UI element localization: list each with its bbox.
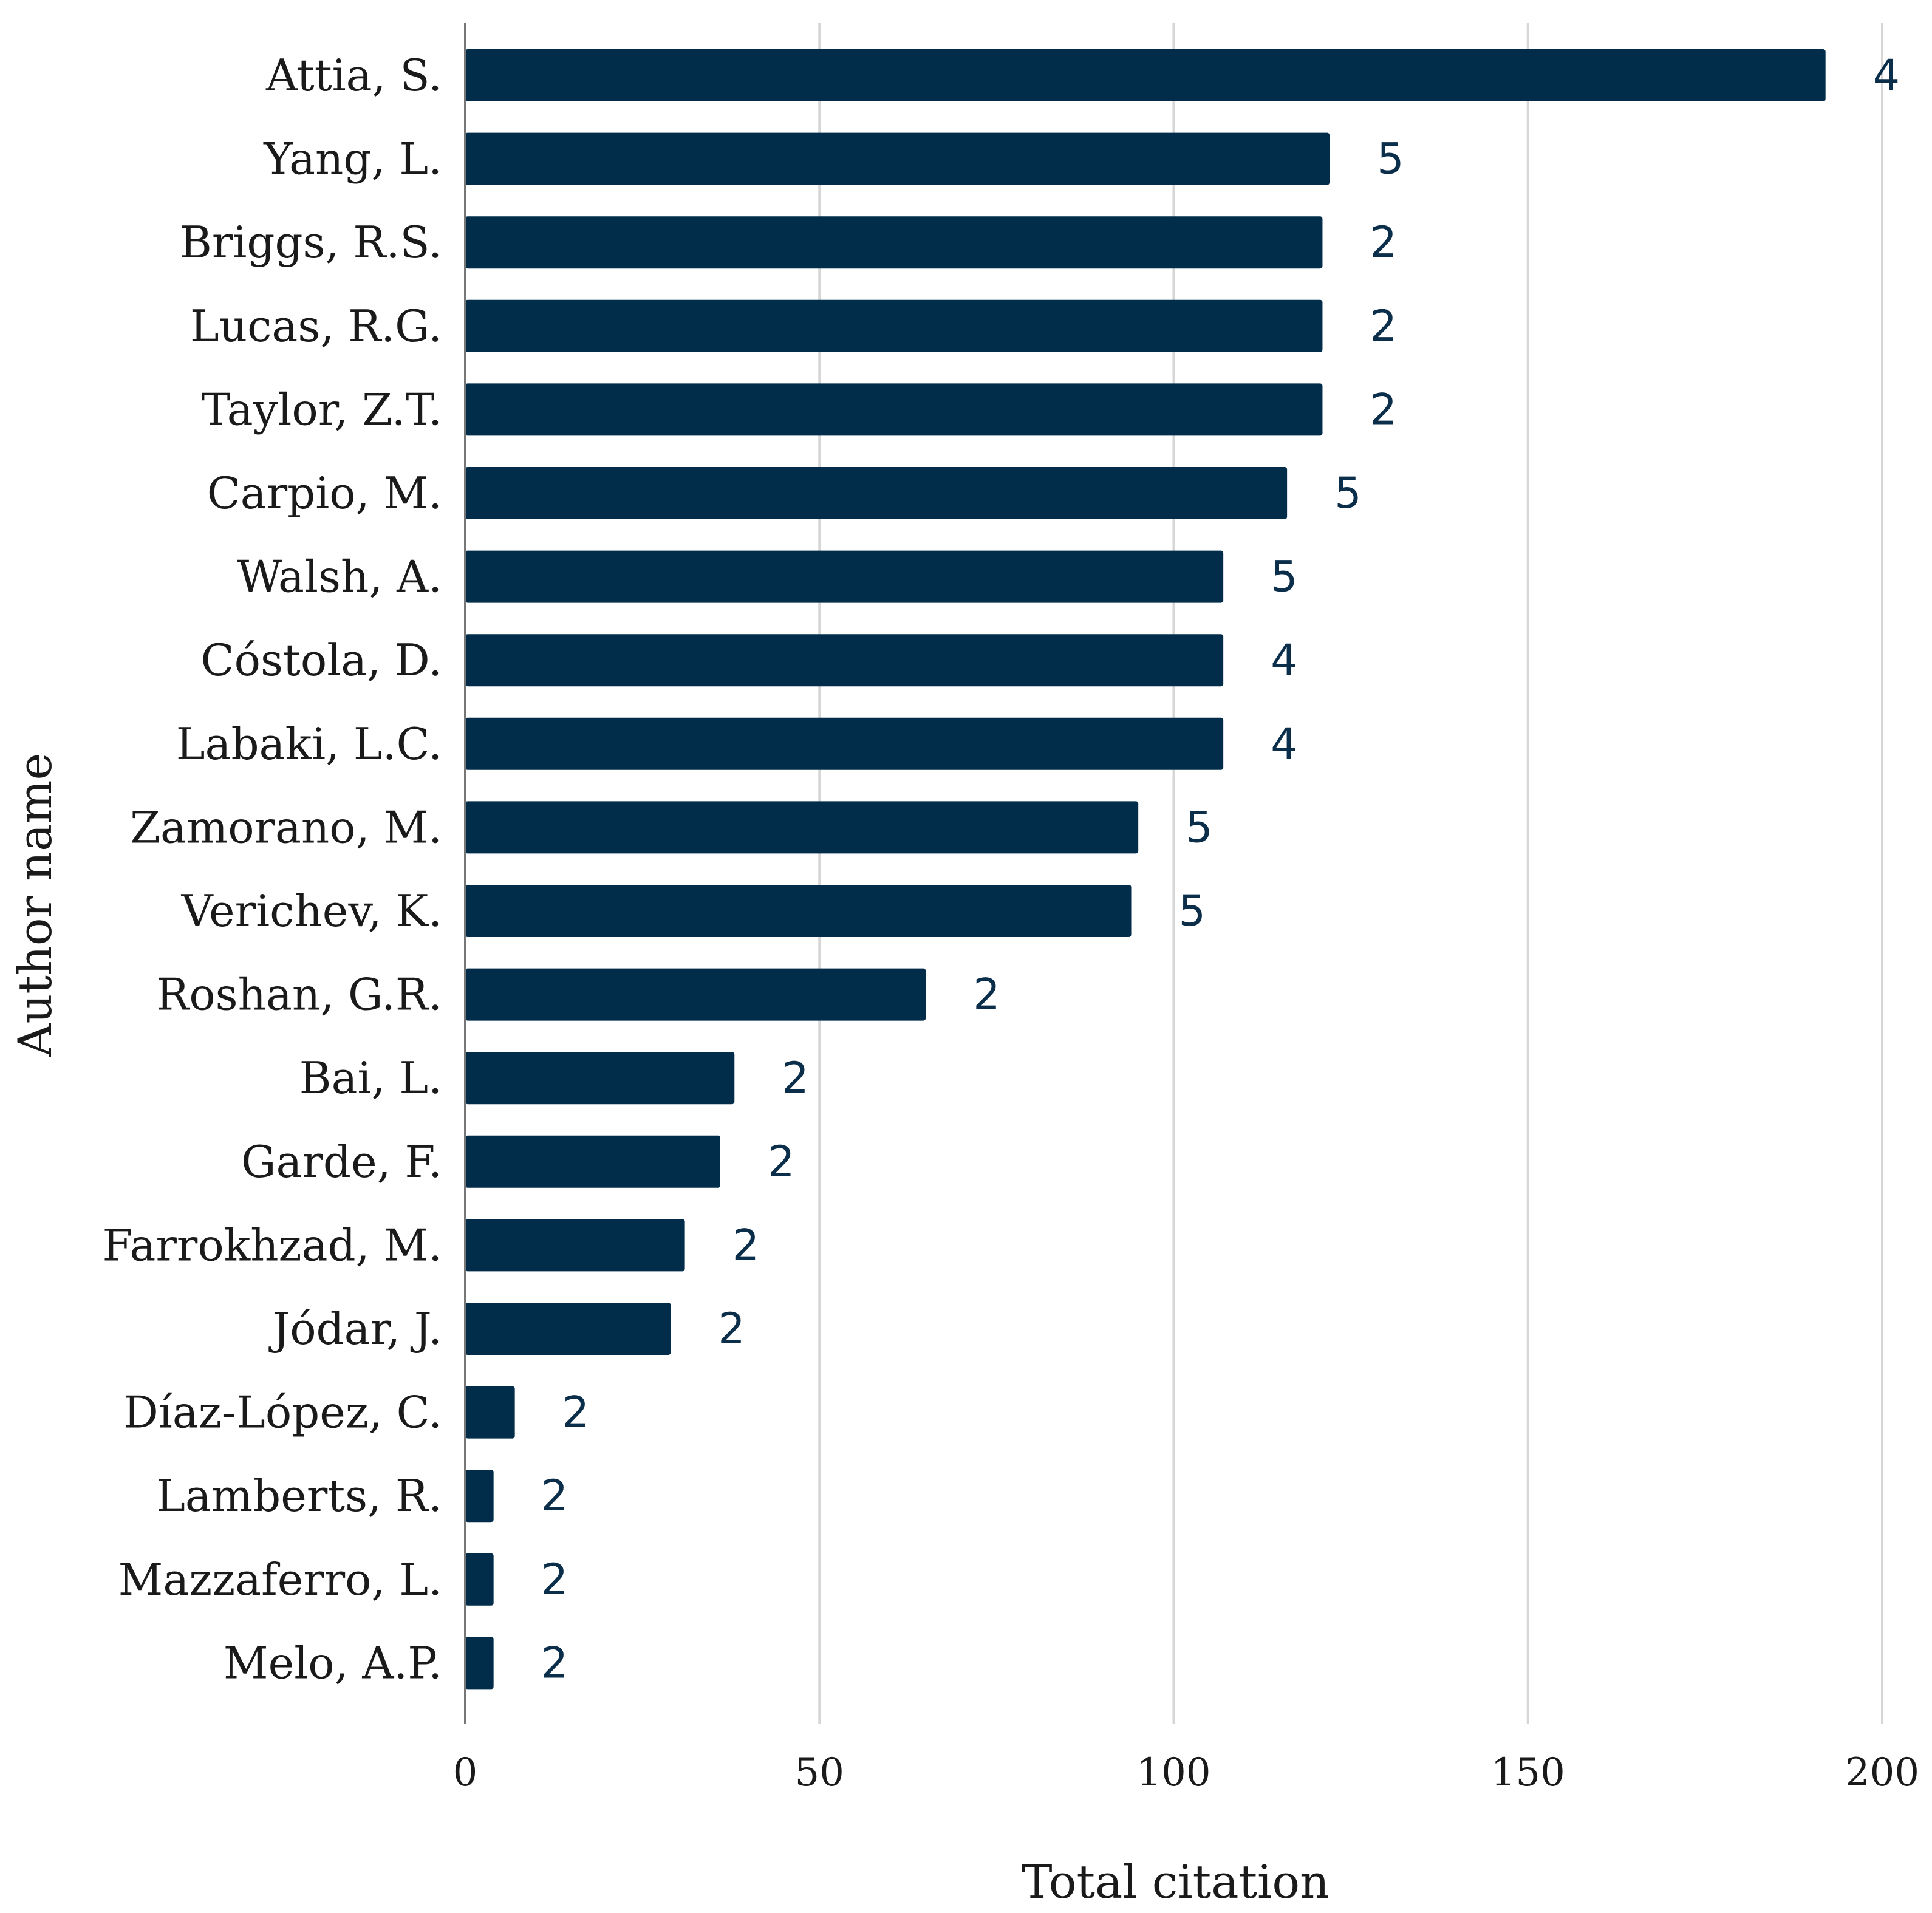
author-label: Garde, F. [241, 1136, 442, 1187]
author-label: Díaz-López, C. [123, 1387, 442, 1438]
bar [465, 1303, 671, 1355]
bar [465, 1219, 685, 1272]
bar-count-label: 2 [1370, 217, 1397, 267]
author-label: Taylor, Z.T. [201, 384, 442, 435]
bar-count-label: 2 [541, 1555, 568, 1604]
author-label: Cóstola, D. [201, 635, 442, 686]
bar-count-label: 2 [768, 1137, 795, 1187]
bar [465, 1052, 735, 1105]
bar-count-label: 2 [1370, 384, 1397, 434]
gridlines [818, 23, 1883, 1724]
bar [465, 132, 1330, 185]
bar [465, 467, 1288, 519]
x-tick-label: 150 [1491, 1750, 1565, 1795]
x-tick-label: 50 [795, 1750, 844, 1795]
bar [465, 1386, 515, 1439]
bar [465, 717, 1224, 770]
author-label: Mazzaferro, L. [118, 1554, 442, 1605]
bar-count-label: 5 [1377, 134, 1404, 184]
bar-count-label: 2 [782, 1053, 809, 1103]
author-label: Labaki, L.C. [176, 718, 442, 769]
bar [465, 49, 1826, 101]
x-tick-label: 100 [1136, 1750, 1210, 1795]
author-label: Jódar, J. [268, 1303, 442, 1354]
bar-count-label: 2 [541, 1471, 568, 1521]
author-label: Carpio, M. [207, 468, 442, 519]
bars [465, 49, 1826, 1690]
bar [465, 1637, 494, 1690]
bar [465, 550, 1224, 603]
bar-count-label: 5 [1334, 468, 1362, 518]
x-tick-label: 0 [453, 1750, 478, 1795]
bar-count-label: 2 [973, 970, 1000, 1020]
bar-count-label: 5 [1186, 802, 1213, 852]
bar-count-label: 4 [1271, 635, 1298, 685]
bar [465, 1135, 720, 1188]
author-label: Lucas, R.G. [190, 301, 442, 352]
bar-count-label: 2 [562, 1388, 590, 1437]
bar-count-label: 4 [1873, 50, 1900, 100]
bar [465, 216, 1323, 269]
author-label: Roshan, G.R. [156, 969, 442, 1020]
bar [465, 299, 1323, 352]
author-label: Bai, L. [299, 1052, 442, 1103]
bar [465, 383, 1323, 436]
author-label: Verichev, K. [181, 885, 442, 936]
author-label: Melo, A.P. [224, 1637, 442, 1688]
bar-count-label: 2 [718, 1304, 745, 1354]
bar [465, 634, 1224, 687]
x-tick-labels: 0 50 100 150 200 [453, 1750, 1919, 1795]
bar-count-label: 2 [541, 1638, 568, 1688]
author-label: Lamberts, R. [156, 1470, 442, 1521]
author-label: Zamorano, M. [130, 802, 442, 853]
bar [465, 885, 1132, 937]
x-tick-label: 200 [1845, 1750, 1919, 1795]
bar [465, 801, 1139, 854]
bar [465, 1553, 494, 1606]
author-label: Attia, S. [265, 50, 442, 101]
bar [465, 968, 926, 1021]
author-label: Yang, L. [263, 134, 442, 185]
author-label: Walsh, A. [237, 551, 442, 602]
bar-count-label: 5 [1271, 552, 1298, 602]
author-labels: Attia, S. Yang, L. Briggs, R.S. Lucas, R.G.… [102, 50, 442, 1688]
bar-count-label: 2 [1370, 301, 1397, 351]
author-label: Briggs, R.S. [180, 217, 442, 268]
bar [465, 1470, 494, 1523]
bar-count-label: 4 [1271, 719, 1298, 769]
author-label: Farrokhzad, M. [102, 1219, 442, 1270]
bar-count-label: 2 [732, 1220, 760, 1270]
x-axis-title: Total citation [1022, 1855, 1330, 1909]
bar-count-label: 5 [1179, 886, 1206, 936]
y-axis-title: Author name [8, 753, 62, 1058]
